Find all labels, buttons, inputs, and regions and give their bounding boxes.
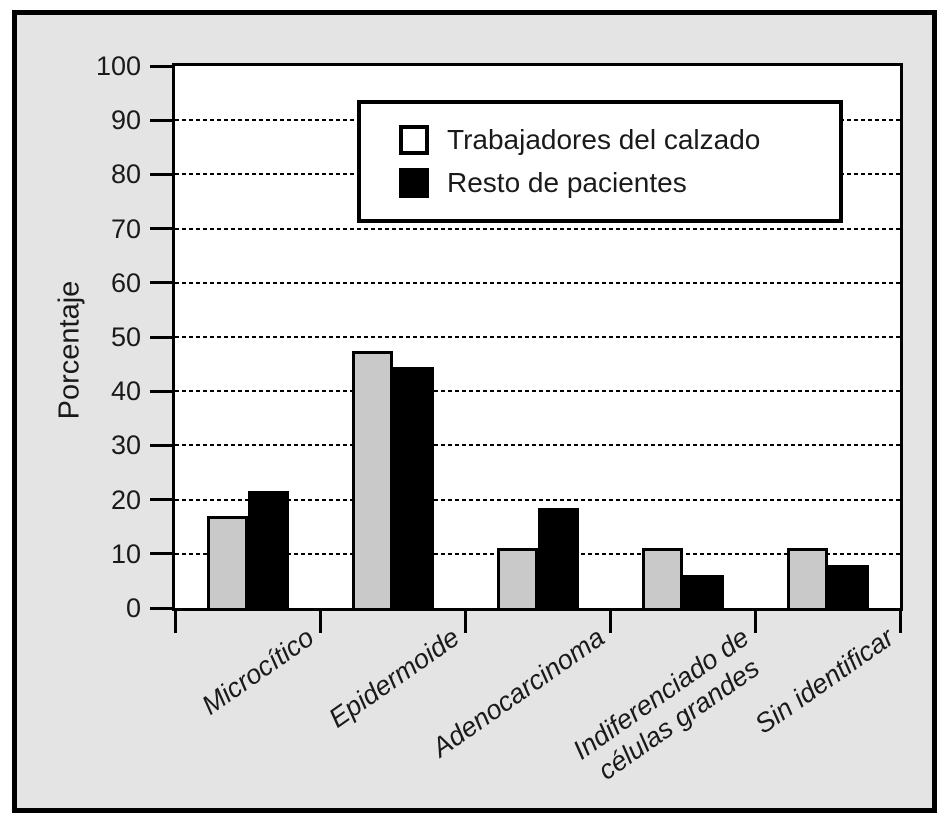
- bar-trabajadores: [351, 351, 393, 608]
- gridline: [175, 498, 900, 501]
- y-tick-mark: [150, 443, 175, 447]
- x-tick-mark: [463, 608, 467, 633]
- x-tick-mark: [753, 608, 757, 633]
- bar-resto: [827, 565, 869, 608]
- y-tick-label: 60: [110, 267, 141, 298]
- legend-label-trabajadores: Trabajadores del calzado: [447, 124, 761, 155]
- gridline: [175, 444, 900, 447]
- y-tick-mark: [150, 118, 175, 122]
- y-tick-label: 20: [110, 484, 141, 515]
- legend-item-trabajadores: Trabajadores del calzado: [399, 121, 839, 159]
- legend-item-resto: Resto de pacientes: [399, 164, 839, 202]
- y-tick-label: 0: [125, 593, 141, 623]
- bar-trabajadores: [496, 548, 538, 608]
- gridline: [175, 336, 900, 338]
- gridline: [175, 281, 900, 284]
- y-tick-label: 90: [110, 105, 141, 136]
- y-tick-mark: [150, 335, 175, 339]
- y-tick-mark: [150, 227, 175, 231]
- legend: Trabajadores del calzado Resto de pacien…: [357, 100, 843, 223]
- y-tick-mark: [150, 172, 175, 176]
- x-tick-mark: [318, 608, 322, 633]
- y-tick-label: 70: [110, 213, 141, 244]
- y-tick-mark: [150, 64, 175, 68]
- y-tick-mark: [150, 498, 175, 502]
- bar-trabajadores: [641, 548, 683, 608]
- bar-resto: [392, 367, 434, 608]
- legend-label-resto: Resto de pacientes: [447, 167, 687, 198]
- bar-trabajadores: [206, 516, 248, 608]
- x-tick-mark: [608, 608, 612, 633]
- bar-resto: [537, 508, 579, 608]
- y-tick-label: 40: [110, 376, 141, 407]
- legend-swatch-light-icon: [399, 125, 429, 155]
- bar-resto: [682, 575, 724, 608]
- y-tick-label: 50: [110, 322, 141, 352]
- y-tick-mark: [150, 389, 175, 393]
- y-tick-mark: [150, 606, 175, 610]
- plot-area: Porcentaje 0 10 20 30 40 50 60 70 80 90 100 Microcí…: [54, 52, 903, 786]
- bar-trabajadores: [786, 548, 828, 608]
- y-tick-label: 100: [95, 51, 141, 81]
- y-tick-label: 30: [110, 430, 141, 461]
- legend-swatch-dark-icon: [399, 168, 429, 198]
- x-tick-mark: [898, 608, 902, 633]
- y-tick-label: 80: [110, 159, 141, 190]
- y-tick-label: 10: [110, 538, 141, 569]
- y-tick-mark: [150, 552, 175, 556]
- gridline: [175, 390, 900, 393]
- gridline: [175, 227, 900, 230]
- y-tick-mark: [150, 281, 175, 285]
- bar-resto: [247, 491, 289, 608]
- x-tick-mark: [173, 608, 177, 633]
